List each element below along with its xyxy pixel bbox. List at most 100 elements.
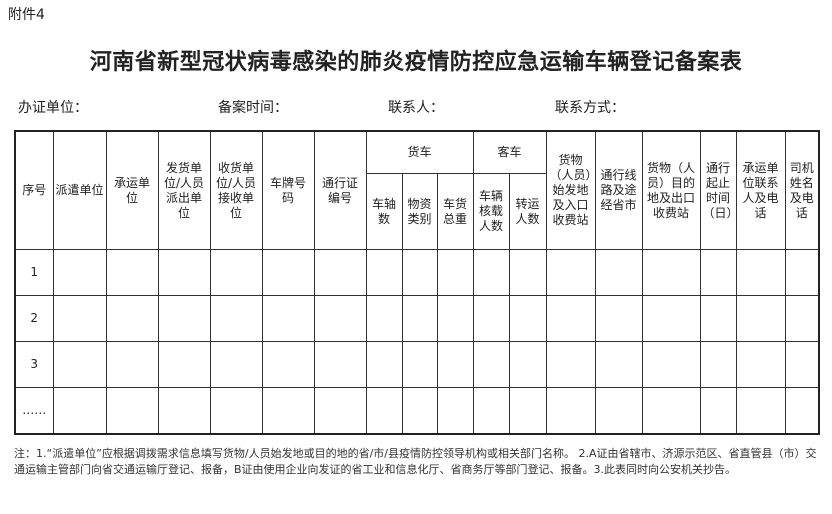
header-route: 通行线路及途经省市 — [594, 130, 643, 250]
table-cell[interactable] — [209, 341, 263, 388]
row-number: 1 — [14, 249, 54, 296]
date-label: 备案时间： — [218, 100, 288, 116]
table-cell[interactable] — [209, 249, 263, 296]
registration-table: 序号 派遣单位 承运单位 发货单位/人员派出单位 收货单位/人员接收单位 车牌号… — [14, 130, 821, 435]
table-cell[interactable] — [313, 295, 367, 342]
page-title: 河南省新型冠状病毒感染的肺炎疫情防控应急运输车辆登记备案表 — [89, 49, 743, 75]
table-cell[interactable] — [261, 387, 315, 435]
attachment-label: 附件4 — [8, 7, 45, 23]
header-truck-weight: 车货总重 — [436, 173, 474, 250]
table-cell[interactable] — [735, 249, 786, 296]
header-driver: 司机姓名及电话 — [784, 130, 820, 250]
header-seq: 序号 — [14, 130, 54, 250]
table-cell[interactable] — [472, 387, 510, 435]
table-cell[interactable] — [472, 295, 510, 342]
table-cell[interactable] — [508, 341, 547, 388]
table-cell[interactable] — [105, 295, 159, 342]
header-plate: 车牌号码 — [261, 130, 315, 250]
table-cell[interactable] — [594, 295, 643, 342]
table-cell[interactable] — [508, 249, 547, 296]
table-cell[interactable] — [545, 387, 596, 435]
table-cell[interactable] — [365, 249, 403, 296]
table-cell[interactable] — [313, 249, 367, 296]
table-cell[interactable] — [52, 341, 107, 388]
table-cell[interactable] — [699, 341, 737, 388]
footnote: 注：1.“派遣单位”应根据调拨需求信息填写货物/人员始发地或目的地的省/市/县疫… — [14, 447, 817, 476]
table-cell[interactable] — [105, 341, 159, 388]
table-cell[interactable] — [313, 341, 367, 388]
table-cell[interactable] — [365, 387, 403, 435]
header-carrier-contact: 承运单位联系人及电话 — [735, 130, 786, 250]
table-cell[interactable] — [641, 295, 701, 342]
table-cell[interactable] — [52, 295, 107, 342]
table-cell[interactable] — [545, 295, 596, 342]
subheader-row: 车轴数 物资类别 车货总重 车辆核载人数 转运人数 — [15, 173, 819, 250]
header-bus-capacity: 车辆核载人数 — [472, 173, 510, 250]
table-cell[interactable] — [157, 387, 211, 435]
table-cell[interactable] — [735, 295, 786, 342]
header-row: 序号 派遣单位 承运单位 发货单位/人员派出单位 收货单位/人员接收单位 车牌号… — [14, 130, 820, 250]
contact-method-label: 联系方式： — [555, 100, 625, 116]
table-cell[interactable] — [699, 387, 737, 435]
table-cell[interactable] — [105, 249, 159, 296]
table-cell[interactable] — [784, 341, 820, 388]
header-permit: 通行证编号 — [313, 130, 367, 250]
table-cell[interactable] — [641, 249, 701, 296]
table-cell[interactable] — [261, 249, 315, 296]
table-cell[interactable] — [508, 295, 547, 342]
table-cell[interactable] — [157, 341, 211, 388]
table-cell[interactable] — [261, 341, 315, 388]
row-number: 3 — [14, 341, 54, 388]
table-cell[interactable] — [641, 387, 701, 435]
table-cell[interactable] — [784, 387, 820, 435]
table-cell[interactable] — [365, 295, 403, 342]
table-cell[interactable] — [436, 341, 474, 388]
header-truck-axles: 车轴数 — [365, 173, 403, 250]
issuer-label: 办证单位： — [18, 100, 88, 116]
table-cell[interactable] — [52, 387, 107, 435]
table-cell[interactable] — [157, 295, 211, 342]
table-cell[interactable] — [436, 249, 474, 296]
table-cell[interactable] — [52, 249, 107, 296]
table-cell[interactable] — [508, 387, 547, 435]
table-cell[interactable] — [209, 387, 263, 435]
table-cell[interactable] — [594, 387, 643, 435]
header-bus: 客车 — [472, 130, 547, 174]
header-receiver: 收货单位/人员接收单位 — [209, 130, 263, 250]
row-number: …… — [14, 387, 54, 435]
table-cell[interactable] — [401, 341, 438, 388]
table-row: 1 — [14, 249, 820, 296]
table-cell[interactable] — [472, 249, 510, 296]
table-cell[interactable] — [436, 387, 474, 435]
table-cell[interactable] — [209, 295, 263, 342]
table-cell[interactable] — [784, 249, 820, 296]
table-cell[interactable] — [401, 295, 438, 342]
table-cell[interactable] — [436, 295, 474, 342]
header-dispatch: 派遣单位 — [52, 130, 107, 250]
table-cell[interactable] — [313, 387, 367, 435]
table-cell[interactable] — [594, 249, 643, 296]
table-cell[interactable] — [545, 341, 596, 388]
table-cell[interactable] — [401, 387, 438, 435]
table-cell[interactable] — [594, 341, 643, 388]
table-cell[interactable] — [641, 341, 701, 388]
header-bus-passengers: 转运人数 — [508, 173, 547, 250]
table-cell[interactable] — [699, 295, 737, 342]
header-truck-goods: 物资类别 — [401, 173, 438, 250]
table-cell[interactable] — [735, 341, 786, 388]
table-cell[interactable] — [105, 387, 159, 435]
header-origin: 货物（人员）始发地及入口收费站 — [545, 130, 596, 250]
table-cell[interactable] — [157, 249, 211, 296]
table-cell[interactable] — [545, 249, 596, 296]
table-cell[interactable] — [261, 295, 315, 342]
table-cell[interactable] — [472, 341, 510, 388]
table-cell[interactable] — [699, 249, 737, 296]
table-cell[interactable] — [401, 249, 438, 296]
table-row: …… — [14, 387, 820, 435]
header-period: 通行起止时间（日） — [699, 130, 739, 250]
table-cell[interactable] — [784, 295, 820, 342]
contact-label: 联系人： — [388, 100, 444, 116]
table-cell[interactable] — [735, 387, 786, 435]
header-shipper: 发货单位/人员派出单位 — [157, 130, 211, 250]
table-cell[interactable] — [365, 341, 403, 388]
